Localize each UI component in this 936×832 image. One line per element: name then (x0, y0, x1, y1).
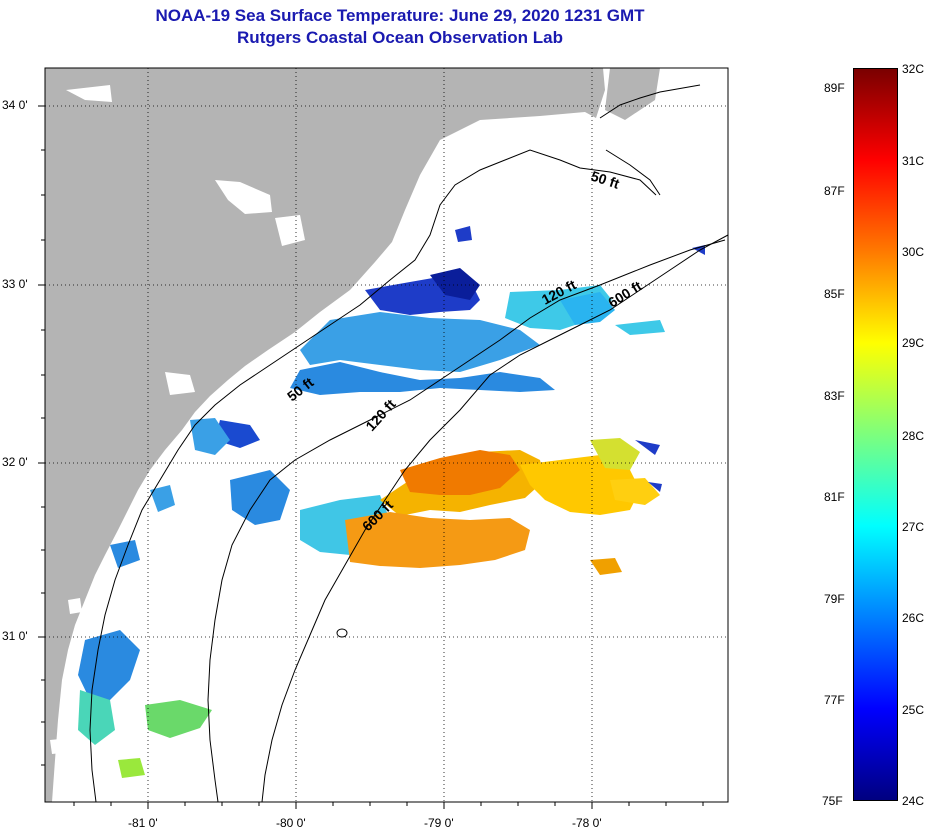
lat-label-34: 34 0' (2, 98, 28, 112)
colorbar-f-89: 89F (824, 81, 845, 95)
temperature-colorbar (853, 68, 898, 801)
lon-label-79: -79 0' (424, 816, 454, 830)
lon-label-81: -81 0' (128, 816, 158, 830)
colorbar-f-81: 81F (824, 490, 845, 504)
map-subtitle: Rutgers Coastal Ocean Observation Lab (237, 28, 563, 47)
lat-label-32: 32 0' (2, 455, 28, 469)
colorbar-f-83: 83F (824, 389, 845, 403)
colorbar-c-25: 25C (902, 703, 925, 717)
colorbar-f-75: 75F (822, 794, 843, 808)
land (45, 68, 605, 802)
colorbar-f-77: 77F (824, 693, 845, 707)
lon-label-78: -78 0' (572, 816, 602, 830)
colorbar-f-87: 87F (824, 184, 845, 198)
colorbar-f-79: 79F (824, 592, 845, 606)
colorbar-c-26: 26C (902, 611, 925, 625)
map-frame (44, 67, 729, 803)
colorbar-c-28: 28C (902, 429, 925, 443)
lon-label-80: -80 0' (276, 816, 306, 830)
colorbar-c-31: 31C (902, 154, 925, 168)
colorbar-c-30: 30C (902, 245, 925, 259)
colorbar-c-29: 29C (902, 336, 925, 350)
colorbar-f-85: 85F (824, 287, 845, 301)
cloud-specks (50, 85, 305, 754)
depth-contours (89, 84, 728, 802)
sst-patches (78, 225, 705, 778)
colorbar-c-32: 32C (902, 62, 925, 76)
axis-ticks (38, 105, 704, 809)
colorbar-c-27: 27C (902, 520, 925, 534)
lat-label-31: 31 0' (2, 629, 28, 643)
colorbar-c-24: 24C (902, 794, 925, 808)
lat-label-33: 33 0' (2, 277, 28, 291)
land-northeast (605, 68, 660, 120)
map-title: NOAA-19 Sea Surface Temperature: June 29… (155, 6, 645, 25)
